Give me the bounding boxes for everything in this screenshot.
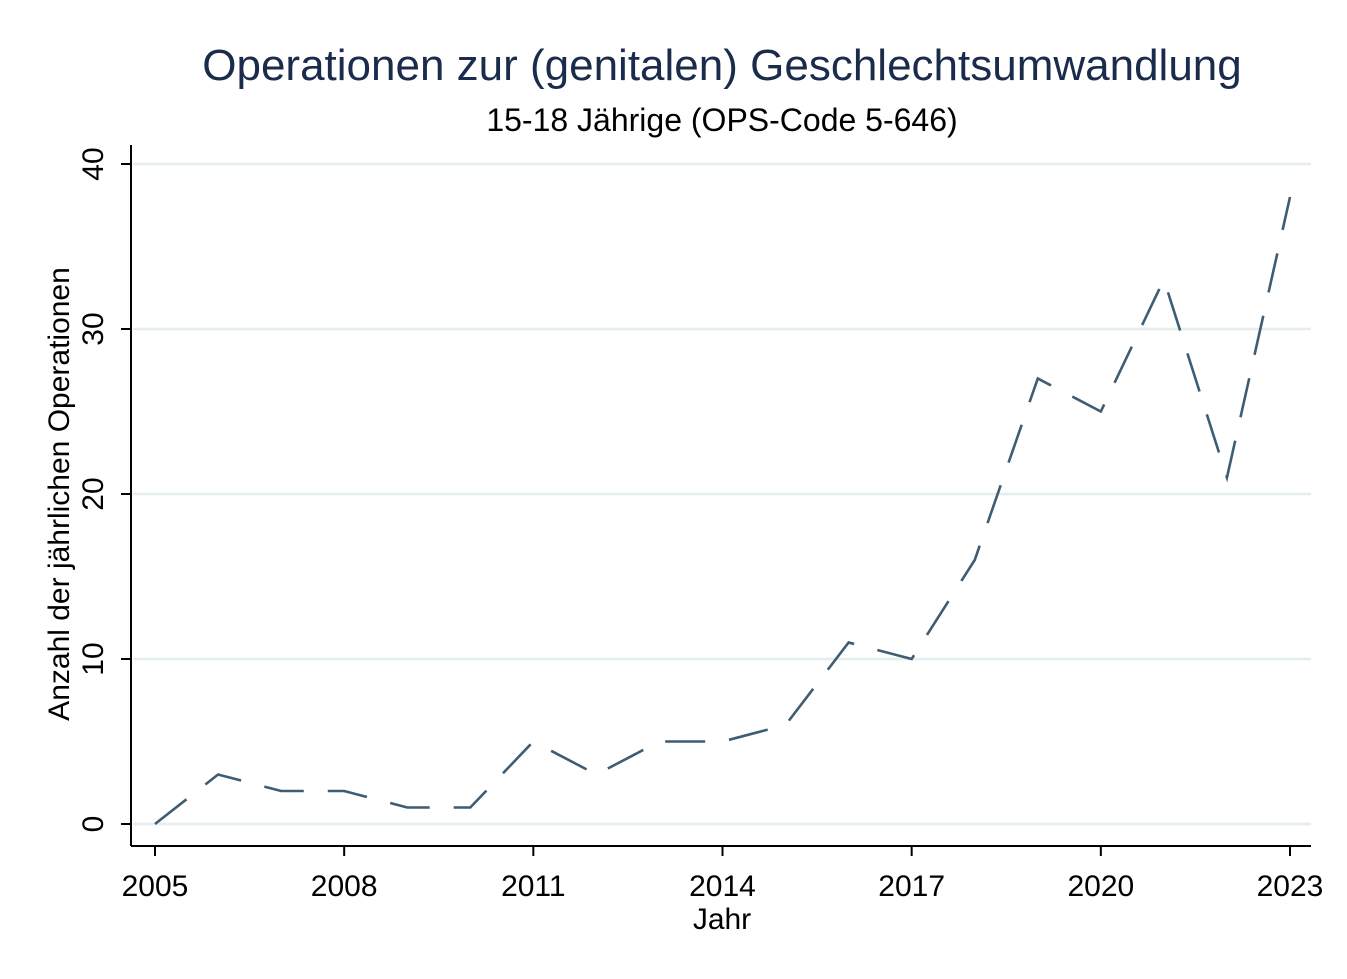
y-tick-label: 40 bbox=[77, 147, 110, 180]
series-line bbox=[154, 196, 1292, 826]
x-tick-label: 2005 bbox=[122, 870, 189, 903]
x-tick-label: 2014 bbox=[689, 870, 756, 903]
x-axis-label: Jahr bbox=[693, 903, 751, 936]
x-tick-label: 2020 bbox=[1067, 870, 1134, 903]
y-tick-label: 30 bbox=[77, 312, 110, 345]
chart-title: Operationen zur (genitalen) Geschlechtsu… bbox=[202, 41, 1241, 90]
chart-subtitle: 15-18 Jährige (OPS-Code 5-646) bbox=[486, 102, 957, 138]
axes bbox=[130, 145, 1311, 847]
x-tick-label: 2023 bbox=[1257, 870, 1324, 903]
x-tick-label: 2011 bbox=[501, 870, 566, 903]
y-tick-label: 0 bbox=[77, 816, 110, 833]
gridlines bbox=[133, 162, 1311, 826]
x-tick-label: 2008 bbox=[311, 870, 378, 903]
series-group bbox=[154, 196, 1292, 826]
x-ticks: 2005 2008 2011 2014 2017 2020 2023 bbox=[122, 846, 1324, 903]
y-axis-label: Anzahl der jährlichen Operationen bbox=[43, 267, 76, 721]
y-tick-label: 20 bbox=[77, 477, 110, 510]
y-tick-label: 10 bbox=[77, 642, 110, 675]
x-tick-label: 2017 bbox=[878, 870, 945, 903]
y-ticks: 0 10 20 30 40 bbox=[77, 147, 131, 832]
